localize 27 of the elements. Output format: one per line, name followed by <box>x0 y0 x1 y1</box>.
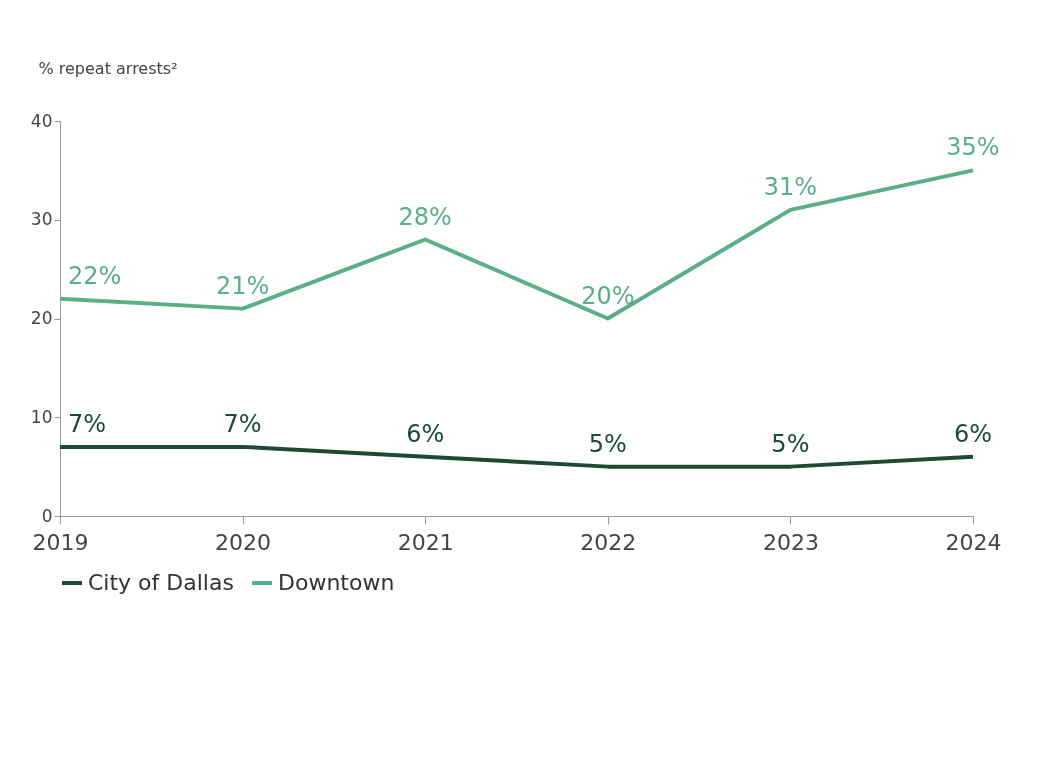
y-tick-label: 10 <box>30 406 53 427</box>
y-tick-label: 30 <box>30 209 53 230</box>
legend-label: Downtown <box>278 570 395 595</box>
x-tick-label: 2021 <box>397 529 454 555</box>
data-label: 5% <box>771 429 810 458</box>
data-label: 5% <box>588 429 627 458</box>
data-label: 31% <box>763 172 818 201</box>
data-label: 7% <box>68 409 107 438</box>
x-tick-label: 2023 <box>762 529 819 555</box>
data-label: 6% <box>406 419 445 448</box>
x-tick-label: 2022 <box>580 529 637 555</box>
data-label: 28% <box>398 202 452 231</box>
x-tick-label: 2024 <box>945 529 1002 555</box>
data-label: 22% <box>68 261 122 290</box>
data-label: 7% <box>223 409 262 438</box>
x-tick-label: 2019 <box>32 529 89 555</box>
y-tick-label: 40 <box>30 110 53 131</box>
data-label: 21% <box>215 271 270 300</box>
x-tick-label: 2020 <box>215 529 272 555</box>
y-axis-title: % repeat arrests² <box>38 58 178 78</box>
data-label: 35% <box>946 133 1000 162</box>
data-label: 6% <box>953 419 993 448</box>
y-tick-label: 20 <box>30 308 53 328</box>
data-label: 20% <box>581 281 635 310</box>
line-series <box>58 168 975 321</box>
y-tick-label: 0 <box>41 505 53 526</box>
legend-label: City of Dallas <box>88 570 234 595</box>
